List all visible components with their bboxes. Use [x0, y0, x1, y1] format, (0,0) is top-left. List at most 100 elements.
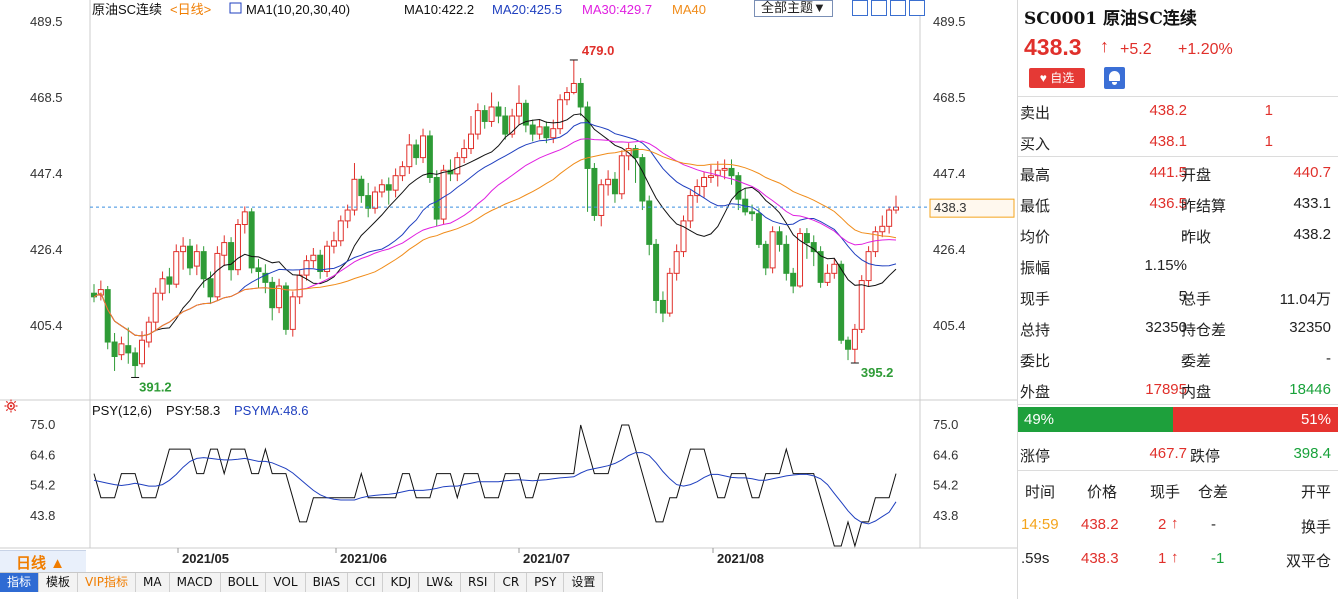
candle-body — [337, 220, 344, 242]
candle-body — [529, 124, 536, 135]
tab-14[interactable]: PSY — [527, 573, 565, 592]
candle-body — [159, 278, 166, 294]
chart-labels: 489.5 489.5 468.5 468.5 447.4 447.4 426.4 426.4… — [30, 2, 1015, 566]
candle-body — [735, 175, 742, 200]
candle-body — [550, 128, 557, 139]
tab-6[interactable]: BOLL — [220, 573, 267, 592]
limit-up-label: 涨停 — [1020, 448, 1051, 465]
scroll-right-icon[interactable] — [909, 0, 925, 16]
tab-15[interactable]: 设置 — [564, 573, 604, 592]
stat-label: 总持 — [1020, 322, 1051, 339]
y-tick-left: 468.5 — [30, 90, 63, 105]
tick-vol: 1 — [1158, 550, 1167, 567]
candle-body — [653, 243, 660, 301]
zoom-out-icon[interactable] — [871, 0, 887, 16]
candle-body — [145, 321, 152, 343]
tab-4[interactable]: MA — [136, 573, 170, 592]
tab-9[interactable]: CCI — [348, 573, 384, 592]
candle-body — [557, 99, 564, 130]
low-label: 395.2 — [861, 365, 894, 380]
tab-5[interactable]: MACD — [169, 573, 221, 592]
candle-body — [646, 200, 653, 245]
candle-body — [111, 341, 118, 357]
buy-label: 买入 — [1020, 136, 1051, 153]
stat-label: 均价 — [1020, 229, 1051, 246]
psy-legend-item: PSY(12,6) — [92, 403, 152, 418]
psy-tick-right: 43.8 — [933, 508, 958, 523]
stat-label: 昨结算 — [1181, 198, 1227, 215]
candle-body — [790, 272, 797, 287]
candle-body — [714, 169, 721, 177]
psy-tick-right: 64.6 — [933, 447, 958, 462]
tab-11[interactable]: LW& — [419, 573, 461, 592]
candle-body — [694, 186, 701, 197]
x-tick-label: 2021/07 — [523, 551, 570, 566]
psy-tick-right: 54.2 — [933, 478, 958, 493]
tab-3[interactable]: VIP指标 — [78, 573, 137, 592]
candle-body — [577, 82, 584, 108]
candle-body — [632, 148, 639, 159]
stat-value: 32350 — [1145, 319, 1187, 336]
candle-body — [666, 272, 673, 314]
candle-body — [858, 280, 865, 330]
stat-value: 1.15% — [1144, 257, 1187, 274]
candle-body — [289, 296, 296, 330]
stat-label: 外盘 — [1020, 384, 1051, 401]
candle-body — [406, 144, 413, 168]
indicator-tabs: 指标 模板 VIP指标 MA MACD BOLL VOL BIAS CCI KDJ LW& RSI CR… — [0, 572, 604, 593]
tab-7[interactable]: VOL — [266, 573, 306, 592]
tab-10[interactable]: KDJ — [383, 573, 420, 592]
candle-body — [659, 299, 666, 314]
stat-value: - — [1182, 350, 1187, 367]
tab-2[interactable]: 模板 — [39, 573, 79, 592]
candle-body — [426, 135, 433, 178]
add-favorite-button[interactable]: ♥ 自选 — [1029, 68, 1085, 88]
candle-body — [351, 178, 358, 211]
tick-vol: 2 — [1158, 516, 1167, 533]
tick-price: 438.2 — [1081, 516, 1119, 533]
candle-body — [317, 254, 324, 273]
candle-body — [598, 184, 605, 216]
limit-up: 467.7 — [1149, 445, 1187, 462]
candle-body — [481, 110, 488, 122]
scroll-left-icon[interactable] — [890, 0, 906, 16]
tab-1[interactable]: 指标 — [0, 573, 40, 592]
tab-8[interactable]: BIAS — [305, 573, 349, 592]
candle-body — [536, 126, 543, 135]
candle-body — [762, 243, 769, 269]
col-diff: 仓差 — [1198, 484, 1229, 501]
y-tick-left: 405.4 — [30, 318, 63, 333]
psy-line — [93, 424, 897, 548]
zoom-in-icon[interactable] — [852, 0, 868, 16]
y-tick-left: 489.5 — [30, 14, 63, 29]
period-selector[interactable]: 日线 ▲ — [0, 550, 86, 572]
candle-body — [200, 251, 207, 280]
indicator-settings-icon[interactable] — [4, 399, 18, 413]
candles — [91, 59, 899, 378]
alert-bell-icon[interactable] — [1104, 67, 1125, 89]
stat-value: 17895 — [1145, 381, 1187, 398]
current-price-box — [929, 198, 1015, 218]
candlestick-chart[interactable]: 489.5 489.5 468.5 468.5 447.4 447.4 426.4 426.4… — [0, 0, 1017, 572]
tab-12[interactable]: RSI — [460, 573, 496, 592]
candle-body — [385, 184, 392, 191]
candle-body — [673, 251, 680, 274]
candle-body — [104, 289, 111, 343]
theme-button[interactable]: 全部主题▼ — [754, 0, 833, 17]
price-change: +5.2 — [1120, 41, 1152, 58]
y-tick-right: 447.4 — [933, 166, 966, 181]
candle-body — [591, 167, 598, 216]
stat-value: 436.5 — [1149, 195, 1187, 212]
limit-down: 398.4 — [1293, 445, 1331, 462]
legend-item: MA20:425.5 — [492, 2, 562, 17]
stat-label: 委比 — [1020, 353, 1051, 370]
candle-body — [282, 285, 289, 330]
candle-body — [324, 245, 331, 273]
tab-13[interactable]: CR — [495, 573, 528, 592]
candle-body — [776, 231, 783, 245]
sell-volume: 1 — [1264, 102, 1273, 119]
ma30-line — [93, 138, 897, 337]
col-vol: 现手 — [1150, 484, 1181, 501]
candle-body — [262, 272, 269, 283]
candle-body — [817, 251, 824, 283]
